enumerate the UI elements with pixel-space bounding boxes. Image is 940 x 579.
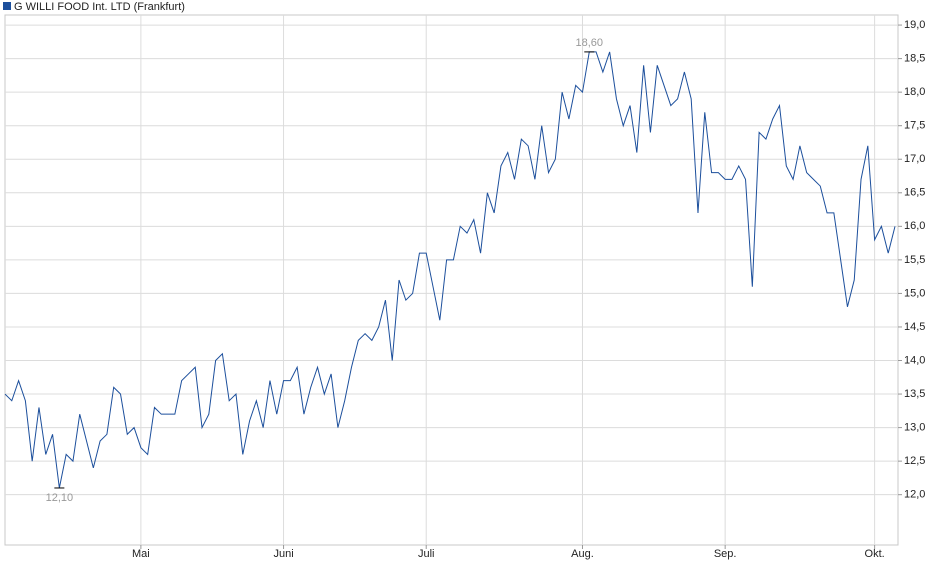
y-tick-label: 12,0 <box>904 489 925 501</box>
y-tick-label: 14,5 <box>904 321 925 333</box>
y-tick-label: 15,0 <box>904 287 925 299</box>
y-tick-label: 16,0 <box>904 220 925 232</box>
y-tick-label: 17,0 <box>904 153 925 165</box>
x-tick-label: Juli <box>418 548 435 560</box>
y-tick-label: 13,5 <box>904 388 925 400</box>
x-tick-label: Mai <box>132 548 150 560</box>
y-tick-label: 18,5 <box>904 53 925 65</box>
legend-swatch <box>3 2 11 10</box>
y-tick-label: 17,5 <box>904 120 925 132</box>
y-tick-label: 15,5 <box>904 254 925 266</box>
plot-frame <box>4 14 899 546</box>
y-tick-label: 16,5 <box>904 187 925 199</box>
y-tick-label: 14,0 <box>904 354 925 366</box>
value-label: 18,60 <box>576 37 604 49</box>
y-tick-label: 12,5 <box>904 455 925 467</box>
price-line <box>4 51 896 489</box>
y-tick-label: 18,0 <box>904 86 925 98</box>
x-tick-label: Sep. <box>714 548 737 560</box>
value-label: 12,10 <box>46 492 74 504</box>
y-tick-label: 19,0 <box>904 19 925 31</box>
x-tick-label: Aug. <box>571 548 594 560</box>
x-tick-label: Juni <box>273 548 293 560</box>
legend-label: G WILLI FOOD Int. LTD (Frankfurt) <box>14 1 185 13</box>
x-tick-label: Okt. <box>865 548 885 560</box>
y-tick-label: 13,0 <box>904 422 925 434</box>
